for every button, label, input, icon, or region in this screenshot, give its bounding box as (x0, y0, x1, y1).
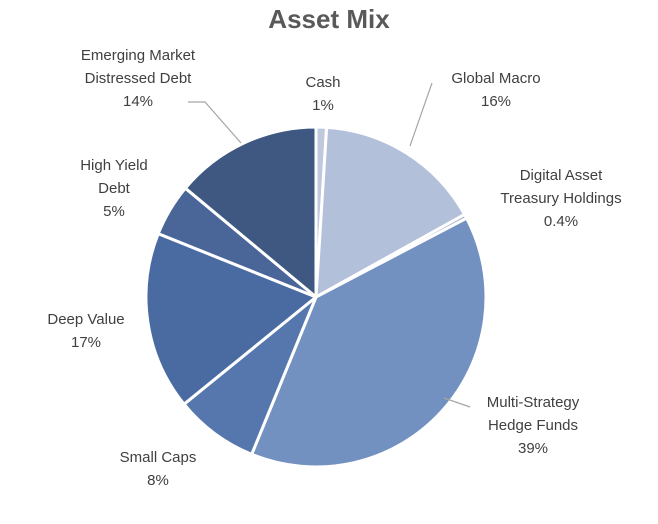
leader-line-global-macro (409, 82, 433, 147)
slice-label-line: 8% (147, 472, 169, 489)
pie-slice-deep-value (144, 232, 318, 406)
slice-label-line: Debt (98, 180, 131, 197)
slice-label-line: 39% (518, 440, 548, 457)
slice-label-small-caps: Small Caps 8% (120, 449, 197, 489)
leader-lines (188, 82, 471, 408)
slice-label-deep-value: Deep Value 17% (47, 311, 124, 351)
slice-label-digital-asset-treasury-holdings: Digital Asset Treasury Holdings 0.4% (500, 167, 621, 230)
slice-label-line: Digital Asset (520, 167, 603, 184)
slice-label-line: Treasury Holdings (500, 190, 621, 207)
slice-label-line: Distressed Debt (85, 70, 193, 87)
slice-label-line: Cash (305, 74, 340, 91)
pie-slice-emerging-market-distressed-debt (183, 125, 318, 299)
slice-label-line: Hedge Funds (488, 417, 578, 434)
slice-label-line: Global Macro (451, 70, 540, 87)
leader-line-multi-strategy-hedge-funds (443, 397, 471, 408)
pie-slices (144, 125, 488, 469)
slice-labels: Cash 1% Global Macro 16% Digital Asset Treasu… (47, 47, 621, 489)
pie-slice-global-macro (314, 125, 467, 299)
slice-label-line: 16% (481, 93, 511, 110)
pie-slice-multi-strategy-hedge-funds (250, 216, 488, 469)
slice-label-line: High Yield (80, 157, 148, 174)
slice-label-multi-strategy-hedge-funds: Multi-Strategy Hedge Funds 39% (487, 394, 580, 457)
slice-label-line: Multi-Strategy (487, 394, 580, 411)
slice-label-line: Small Caps (120, 449, 197, 466)
slice-label-line: Emerging Market (81, 47, 196, 64)
slice-label-high-yield-debt: High Yield Debt 5% (80, 157, 148, 220)
leader-line-emerging-market-distressed-debt (188, 101, 242, 144)
slice-label-cash: Cash 1% (305, 74, 340, 114)
slice-label-line: Deep Value (47, 311, 124, 328)
slice-label-emerging-market-distressed-debt: Emerging Market Distressed Debt 14% (81, 47, 196, 110)
slice-label-line: 5% (103, 203, 125, 220)
slice-label-line: 0.4% (544, 213, 578, 230)
slice-label-line: 17% (71, 334, 101, 351)
chart-title: Asset Mix (268, 4, 390, 34)
slice-label-line: 14% (123, 93, 153, 110)
slice-label-line: 1% (312, 97, 334, 114)
slice-label-global-macro: Global Macro 16% (451, 70, 540, 110)
